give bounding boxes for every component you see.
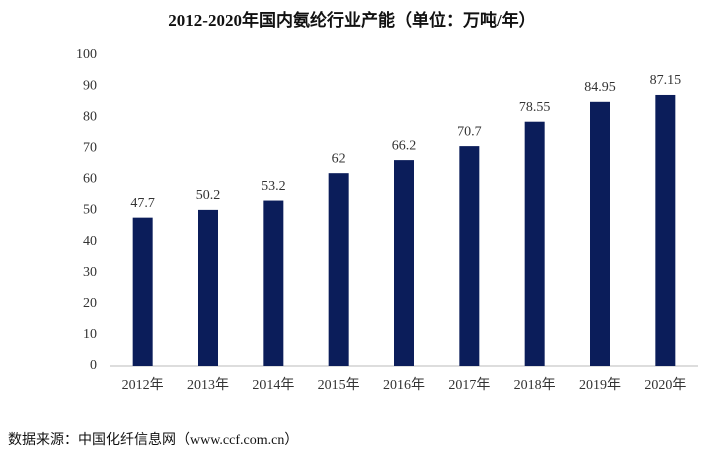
bar [263,200,284,366]
bar [198,209,218,366]
x-tick-label: 2013年 [187,377,229,393]
y-tick-label: 80 [83,109,97,124]
y-tick-label: 60 [83,172,97,187]
data-label: 70.7 [457,124,482,139]
bar [590,101,610,367]
data-label: 53.2 [261,179,286,194]
data-label: 66.2 [392,138,417,153]
y-tick-label: 70 [83,141,97,156]
y-tick-label: 0 [90,358,97,373]
bar [524,121,545,366]
x-tick-label: 2018年 [514,377,556,393]
data-label: 78.55 [519,100,551,115]
x-tick-label: 2020年 [644,377,686,393]
chart-title: 2012-2020年国内氨纶行业产能（单位：万吨/年） [168,10,535,30]
data-label: 47.7 [130,196,155,211]
x-tick-label: 2016年 [383,377,425,393]
bar [655,94,676,366]
x-tick-label: 2015年 [318,377,360,393]
data-label: 84.95 [584,80,616,95]
data-label: 62 [332,151,346,166]
y-tick-label: 90 [83,78,97,93]
y-tick-label: 30 [83,265,97,280]
y-tick-label: 40 [83,234,97,249]
data-label: 50.2 [196,188,221,203]
y-tick-label: 50 [83,203,97,218]
x-tick-label: 2012年 [122,377,164,393]
x-tick-label: 2017年 [448,377,490,393]
y-tick-label: 100 [76,47,97,62]
x-tick-label: 2014年 [252,377,294,393]
y-tick-label: 10 [83,327,97,342]
data-label: 87.15 [650,73,682,88]
bar [132,217,153,366]
x-tick-label: 2019年 [579,377,621,393]
source-note: 数据来源：中国化纤信息网（www.ccf.com.cn） [8,431,298,448]
bar [459,146,480,366]
bar [394,160,414,366]
bar [328,173,349,366]
y-tick-label: 20 [83,296,97,311]
